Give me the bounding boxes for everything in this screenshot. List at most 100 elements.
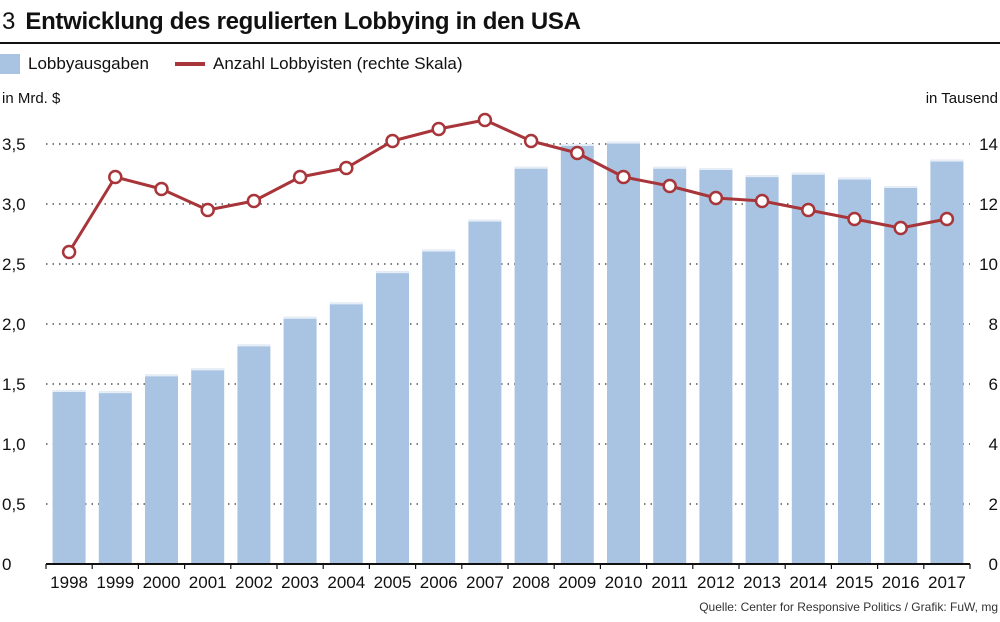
line-point-2011 [662,178,677,194]
bars [52,141,964,565]
bar-2012 [699,168,733,564]
x-tick-label-2000: 2000 [143,573,181,592]
line-point-2008 [523,133,539,149]
bar-2000 [145,374,178,564]
line-point-1999 [108,169,123,185]
bar-2006 [422,249,456,564]
x-tick-label-2014: 2014 [789,573,827,592]
bar-highlight-2008 [514,166,548,169]
line-point-2009 [570,145,585,161]
legend-item-line: Anzahl Lobbyisten (rechte Skala) [175,54,463,74]
y2-tick-label-4: 8 [989,315,998,334]
bar-2011 [653,166,687,565]
bar-highlight-2013 [745,175,779,178]
line-point-2002 [246,193,262,209]
x-tick-label-2002: 2002 [235,573,273,592]
x-tick-label-2017: 2017 [928,573,966,592]
chart-title: Entwicklung des regulierten Lobbying in … [25,8,581,35]
y2-ticks: 0 2 4 6 8 10 12 14 [979,135,998,574]
bar-2004 [329,302,363,564]
bar-2001 [191,368,225,564]
y-tick-label-1: 0,5 [2,495,26,514]
bar-highlight-2003 [283,316,317,319]
legend-swatch-bars [0,54,20,74]
bar-2017 [930,159,964,564]
line-point-2000 [154,181,169,197]
line-point-2010 [616,169,631,185]
x-tick-label-2010: 2010 [605,573,643,592]
y2-axis-label: in Tausend [926,90,998,107]
figure-number: 3 [2,8,16,35]
bar-1998 [52,390,86,564]
legend: Lobbyausgaben Anzahl Lobbyisten (rechte … [0,50,489,78]
line-path [67,118,948,253]
line-point-2013 [754,193,770,209]
line-series [61,112,955,260]
line-point-2001 [200,202,215,218]
x-tick-label-2001: 2001 [189,573,227,592]
x-tick-label-2015: 2015 [836,573,874,592]
title-rule [0,42,1000,44]
bar-highlight-2014 [791,172,825,175]
bar-2005 [376,271,409,564]
y-tick-label-4: 2,0 [2,315,26,334]
x-tick-label-2013: 2013 [743,573,781,592]
x-ticks: 1998 1999 2000 2001 2002 2003 2004 2005 2006 2007… [45,564,971,592]
bar-highlight-2006 [422,249,456,252]
chart-svg: in Mrd. $ in Tausend 0 0,5 1,0 1,5 2,0 2,5 3,0… [2,90,998,592]
x-tick-label-2012: 2012 [697,573,735,592]
bar-highlight-2005 [376,271,409,274]
line-point-1998 [61,244,77,260]
bar-highlight-1998 [52,390,86,392]
bar-highlight-2000 [145,374,178,377]
bar-highlight-2017 [930,159,964,162]
bar-highlight-2015 [838,177,871,180]
y-tick-label-0: 0 [2,555,11,574]
bar-2002 [237,344,271,564]
line-point-2007 [477,112,493,128]
bar-highlight-2004 [329,302,363,305]
bar-highlight-2009 [560,144,594,146]
title-row: 3 Entwicklung des regulierten Lobbying i… [2,4,581,40]
bar-2008 [514,166,548,565]
x-tick-label-2008: 2008 [512,573,550,592]
y-ticks: 0 0,5 1,0 1,5 2,0 2,5 3,0 3,5 [2,135,26,574]
line-point-2003 [292,169,308,185]
bar-1999 [98,391,132,564]
bar-2003 [283,316,317,564]
x-tick-label-2009: 2009 [558,573,596,592]
x-tick-label-2016: 2016 [882,573,920,592]
line-point-2017 [939,211,955,227]
legend-swatch-line [175,62,206,66]
legend-item-bars: Lobbyausgaben [0,54,149,74]
line-point-2005 [385,133,400,149]
bar-highlight-2011 [653,166,687,169]
y2-tick-label-2: 4 [989,435,998,454]
x-tick-label-2003: 2003 [281,573,319,592]
y2-tick-label-7: 14 [979,135,998,154]
x-tick-label-2006: 2006 [420,573,458,592]
y-tick-label-6: 3,0 [2,195,26,214]
y2-tick-label-3: 6 [989,375,998,394]
line-point-2016 [893,220,908,236]
line-point-2006 [431,121,446,137]
legend-label-line: Anzahl Lobbyisten (rechte Skala) [213,54,463,73]
x-tick-label-2004: 2004 [327,573,365,592]
legend-label-bars: Lobbyausgaben [28,54,150,73]
y-tick-label-2: 1,0 [2,435,26,454]
line-point-2015 [847,211,862,227]
bar-2010 [607,141,640,564]
x-tick-label-2005: 2005 [374,573,412,592]
bar-highlight-2012 [699,168,733,170]
y-axis-label: in Mrd. $ [2,90,61,107]
y2-tick-label-0: 0 [989,555,998,574]
bar-2014 [791,172,825,565]
line-point-2012 [708,190,724,206]
grid-lines [46,143,970,505]
bar-2009 [560,144,594,564]
x-tick-label-1998: 1998 [50,573,88,592]
y-tick-label-3: 1,5 [2,375,26,394]
source-note: Quelle: Center for Responsive Politics /… [699,600,998,614]
bar-2013 [745,175,779,564]
y2-tick-label-5: 10 [979,255,998,274]
